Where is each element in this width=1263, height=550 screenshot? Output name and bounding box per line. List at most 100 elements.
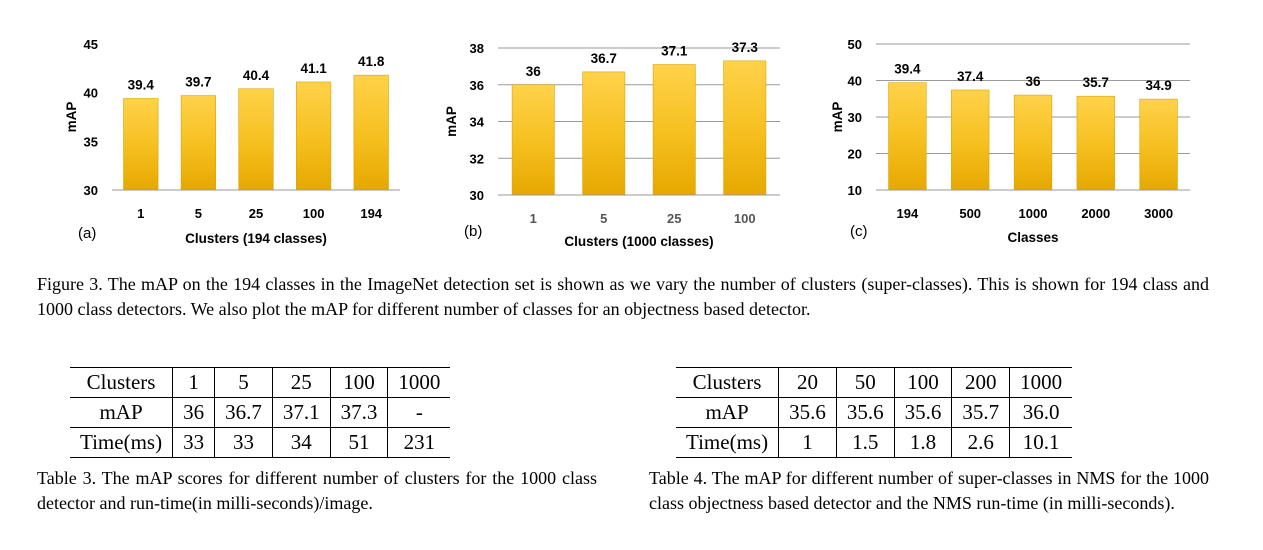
table-row: Time(ms) 33 33 34 51 231 bbox=[70, 427, 451, 458]
table-cell: 1 bbox=[172, 367, 215, 398]
table-cell: 36.7 bbox=[214, 397, 273, 428]
figure-caption: Figure 3. The mAP on the 194 classes in … bbox=[37, 274, 1209, 319]
y-tick-label: 36 bbox=[470, 78, 484, 93]
x-tick-label: 1000 bbox=[1019, 206, 1048, 221]
x-tick-label: 1 bbox=[137, 206, 144, 221]
table-cell: 34 bbox=[271, 427, 331, 458]
y-axis-label: mAP bbox=[64, 102, 79, 133]
data-label: 36 bbox=[1025, 74, 1041, 89]
chart-a: 30 35 40 45 39.4 1 39.7 5 40.4 25 41.1 100 41.8 194 Cl… bbox=[60, 30, 420, 255]
y-tick-label: 30 bbox=[848, 110, 862, 125]
x-axis-label: Clusters (1000 classes) bbox=[564, 234, 713, 249]
chart-b-svg: 30 32 34 36 38 36 1 36.7 5 37.1 25 37.3 100 Clusters … bbox=[444, 40, 780, 249]
table-row-header: Time(ms) bbox=[686, 430, 769, 454]
data-label: 39.4 bbox=[128, 78, 155, 93]
data-label: 37.3 bbox=[732, 40, 759, 55]
x-tick-label: 1 bbox=[530, 211, 537, 226]
y-tick-label: 10 bbox=[848, 183, 862, 198]
data-label: 39.7 bbox=[185, 75, 211, 90]
bar bbox=[1139, 98, 1178, 191]
data-label: 39.4 bbox=[894, 62, 921, 77]
table-cell: 51 bbox=[329, 427, 388, 458]
table-row-header: Clusters bbox=[692, 370, 762, 394]
bar bbox=[511, 84, 555, 196]
table-cell: 33 bbox=[214, 427, 273, 458]
x-tick-label: 194 bbox=[897, 206, 919, 221]
data-label: 36 bbox=[526, 64, 542, 79]
table-cell: 35.6 bbox=[835, 397, 895, 428]
bar bbox=[296, 81, 332, 191]
y-tick-label: 20 bbox=[848, 147, 862, 162]
y-tick-label: 38 bbox=[470, 41, 484, 56]
bar bbox=[888, 82, 927, 191]
x-tick-label: 5 bbox=[600, 211, 607, 226]
y-tick-label: 30 bbox=[84, 183, 98, 198]
y-tick-label: 40 bbox=[848, 74, 862, 89]
chart-c-svg: 10 20 30 40 50 39.4 194 37.4 500 36 1000 35.7 2000 34… bbox=[830, 37, 1190, 245]
table-cell: 10.1 bbox=[1009, 427, 1073, 458]
data-label: 34.9 bbox=[1145, 78, 1171, 93]
table-4: Clusters 20 50 100 200 1000 mAP 35.6 35.6 35.6 35.… bbox=[676, 367, 1073, 458]
y-tick-label: 34 bbox=[470, 115, 485, 130]
table-cell: - bbox=[387, 397, 451, 428]
table-cell: 5 bbox=[214, 367, 273, 398]
x-tick-label: 500 bbox=[959, 206, 981, 221]
table-cell: 35.7 bbox=[951, 397, 1010, 428]
y-tick-label: 30 bbox=[470, 188, 484, 203]
data-label: 41.8 bbox=[358, 54, 385, 69]
chart-b: 30 32 34 36 38 36 1 36.7 5 37.1 25 37.3 100 Clusters … bbox=[440, 30, 800, 255]
table-cell: 50 bbox=[835, 367, 895, 398]
x-tick-label: 100 bbox=[303, 206, 325, 221]
table-cell: 37.1 bbox=[271, 397, 331, 428]
table-cell: 35.6 bbox=[778, 397, 837, 428]
table-cell: 36.0 bbox=[1009, 397, 1073, 428]
table-cell: 231 bbox=[387, 427, 451, 458]
table-row: Time(ms) 1 1.5 1.8 2.6 10.1 bbox=[676, 427, 1073, 458]
bar bbox=[1076, 95, 1115, 191]
data-label: 41.1 bbox=[300, 61, 327, 76]
table-row: mAP 36 36.7 37.1 37.3- bbox=[70, 397, 451, 428]
x-axis-label: Clusters (194 classes) bbox=[185, 231, 327, 246]
table-cell: 33 bbox=[172, 427, 215, 458]
table-cell: 1000 bbox=[1009, 367, 1073, 398]
table-row: Clusters 20 50 100 200 1000 bbox=[676, 367, 1073, 398]
x-tick-label: 100 bbox=[734, 211, 756, 226]
table-4-caption: Table 4. The mAP for different number of… bbox=[649, 468, 1209, 513]
table-row-header: mAP bbox=[705, 400, 749, 424]
chart-a-svg: 30 35 40 45 39.4 1 39.7 5 40.4 25 41.1 100 41.8 194 Cl… bbox=[64, 37, 400, 246]
x-tick-label: 2000 bbox=[1081, 206, 1110, 221]
panel-label: (a) bbox=[78, 225, 96, 242]
data-label: 36.7 bbox=[591, 51, 617, 66]
x-tick-label: 25 bbox=[249, 206, 263, 221]
table-cell: 1 bbox=[778, 427, 837, 458]
y-tick-label: 35 bbox=[84, 134, 98, 149]
x-tick-label: 3000 bbox=[1144, 206, 1173, 221]
table-cell: 37.3 bbox=[329, 397, 388, 428]
chart-c: 10 20 30 40 50 39.4 194 37.4 500 36 1000 35.7 2000 34… bbox=[820, 30, 1220, 255]
y-axis-label: mAP bbox=[830, 102, 845, 133]
table-cell: 100 bbox=[329, 367, 388, 398]
data-label: 40.4 bbox=[243, 68, 270, 83]
table-cell: 2.6 bbox=[951, 427, 1010, 458]
table-cell: 20 bbox=[778, 367, 837, 398]
data-label: 37.4 bbox=[957, 69, 984, 84]
table-row-header: mAP bbox=[99, 400, 143, 424]
y-tick-label: 45 bbox=[84, 37, 98, 52]
panel-label: (b) bbox=[464, 223, 482, 240]
table-row: Clusters 1 5 25 100 1000 bbox=[70, 367, 451, 398]
x-tick-label: 25 bbox=[667, 211, 681, 226]
table-row-header: Clusters bbox=[86, 370, 156, 394]
bar bbox=[238, 88, 274, 191]
x-tick-label: 5 bbox=[195, 206, 202, 221]
y-tick-label: 40 bbox=[84, 86, 98, 101]
panel-label: (c) bbox=[850, 223, 868, 240]
table-3-caption: Table 3. The mAP scores for different nu… bbox=[37, 468, 597, 513]
table-cell: 1.5 bbox=[835, 427, 895, 458]
table-cell: 25 bbox=[271, 367, 331, 398]
table-3: Clusters 1 5 25 100 1000 mAP 36 36.7 37.1 37.3- Tim… bbox=[70, 367, 451, 458]
y-tick-label: 32 bbox=[470, 151, 484, 166]
bar bbox=[180, 95, 216, 191]
bar bbox=[951, 89, 990, 191]
table-cell: 1.8 bbox=[893, 427, 952, 458]
table-cell: 1000 bbox=[387, 367, 451, 398]
